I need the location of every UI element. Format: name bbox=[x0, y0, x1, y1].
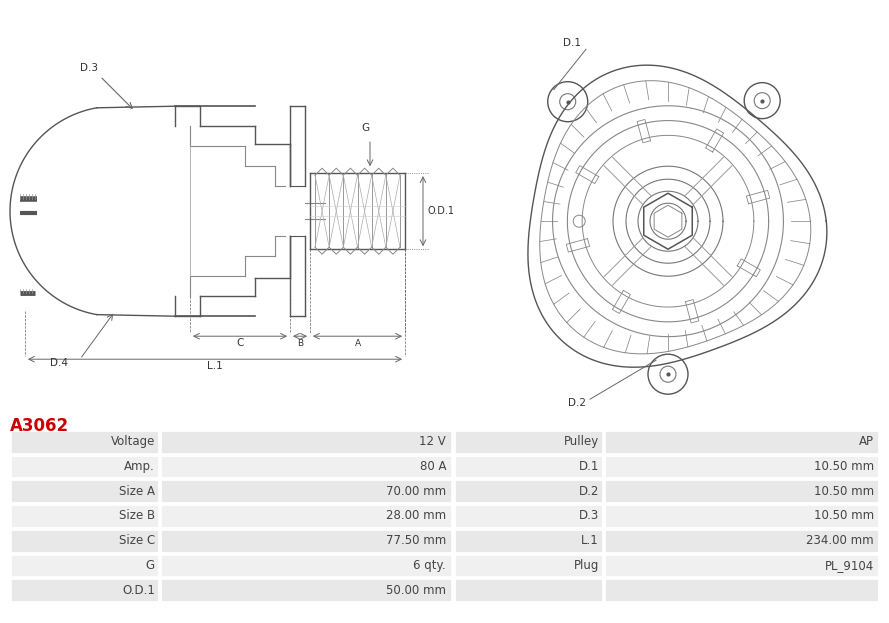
Bar bbox=[10, 529, 159, 553]
Text: D.4: D.4 bbox=[50, 358, 68, 368]
Text: Size B: Size B bbox=[119, 510, 155, 523]
Bar bbox=[454, 529, 603, 553]
Bar bbox=[454, 554, 603, 578]
Bar bbox=[10, 504, 159, 528]
Text: L.1: L.1 bbox=[581, 535, 599, 547]
Text: 70.00 mm: 70.00 mm bbox=[386, 485, 446, 498]
Text: 234.00 mm: 234.00 mm bbox=[806, 535, 874, 547]
Text: D.2: D.2 bbox=[568, 398, 586, 408]
Text: D.3: D.3 bbox=[579, 510, 599, 523]
Text: D.3: D.3 bbox=[80, 63, 98, 74]
Bar bbox=[604, 479, 879, 503]
Text: B: B bbox=[297, 339, 303, 348]
Text: PL_9104: PL_9104 bbox=[825, 559, 874, 572]
Bar bbox=[604, 529, 879, 553]
Bar bbox=[160, 529, 452, 553]
Text: 6 qty.: 6 qty. bbox=[413, 559, 446, 572]
Bar bbox=[604, 430, 879, 454]
Bar bbox=[454, 479, 603, 503]
Bar bbox=[454, 455, 603, 478]
Text: 80 A: 80 A bbox=[420, 460, 446, 473]
Bar bbox=[604, 504, 879, 528]
Text: Plug: Plug bbox=[573, 559, 599, 572]
Bar bbox=[160, 479, 452, 503]
Text: 12 V: 12 V bbox=[420, 435, 446, 448]
Text: 50.00 mm: 50.00 mm bbox=[386, 584, 446, 597]
Text: O.D.1: O.D.1 bbox=[428, 206, 455, 216]
Text: D.2: D.2 bbox=[579, 485, 599, 498]
Text: A: A bbox=[355, 339, 361, 348]
Bar bbox=[454, 578, 603, 602]
Bar bbox=[604, 578, 879, 602]
Text: 10.50 mm: 10.50 mm bbox=[813, 460, 874, 473]
Text: 10.50 mm: 10.50 mm bbox=[813, 510, 874, 523]
Bar bbox=[160, 554, 452, 578]
Text: C: C bbox=[236, 338, 244, 348]
Text: AP: AP bbox=[859, 435, 874, 448]
Text: O.D.1: O.D.1 bbox=[122, 584, 155, 597]
Text: 10.50 mm: 10.50 mm bbox=[813, 485, 874, 498]
Bar bbox=[454, 504, 603, 528]
Text: A3062: A3062 bbox=[10, 417, 69, 435]
Text: Size A: Size A bbox=[119, 485, 155, 498]
Text: L.1: L.1 bbox=[207, 361, 223, 371]
Bar bbox=[10, 554, 159, 578]
Bar bbox=[10, 455, 159, 478]
Text: 28.00 mm: 28.00 mm bbox=[386, 510, 446, 523]
Bar bbox=[10, 479, 159, 503]
Bar bbox=[160, 455, 452, 478]
Bar bbox=[604, 455, 879, 478]
Text: Voltage: Voltage bbox=[110, 435, 155, 448]
Bar bbox=[454, 430, 603, 454]
Text: 77.50 mm: 77.50 mm bbox=[386, 535, 446, 547]
Text: G: G bbox=[361, 123, 369, 133]
Bar bbox=[160, 578, 452, 602]
Bar bbox=[10, 430, 159, 454]
Text: Pulley: Pulley bbox=[564, 435, 599, 448]
Bar bbox=[604, 554, 879, 578]
Bar bbox=[160, 430, 452, 454]
Bar bbox=[10, 578, 159, 602]
Text: D.1: D.1 bbox=[579, 460, 599, 473]
Text: Amp.: Amp. bbox=[124, 460, 155, 473]
Text: Size C: Size C bbox=[119, 535, 155, 547]
Text: D.1: D.1 bbox=[563, 38, 581, 48]
Text: G: G bbox=[146, 559, 155, 572]
Bar bbox=[160, 504, 452, 528]
